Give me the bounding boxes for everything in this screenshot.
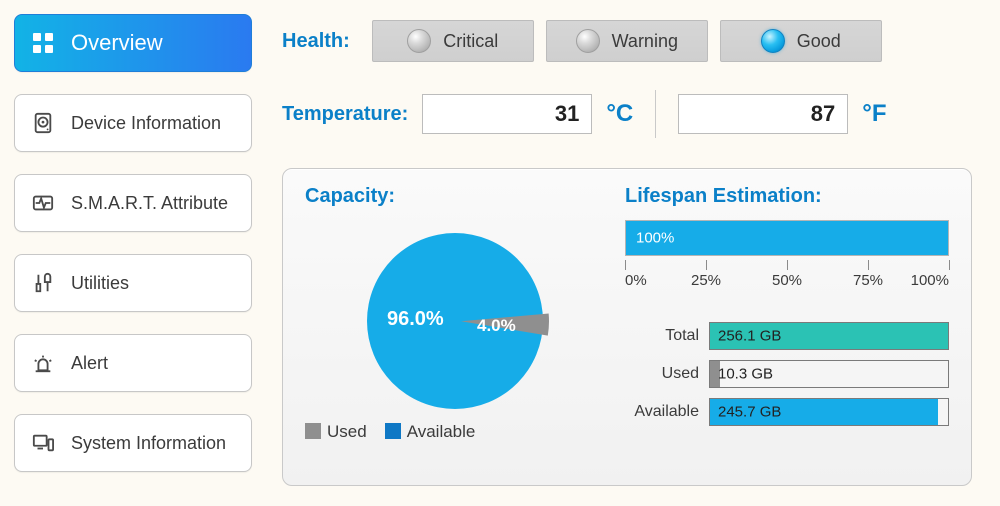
hdd-icon (29, 109, 57, 137)
size-rows: Total 256.1 GB Used 10.3 GB (625, 322, 949, 426)
size-value: 256.1 GB (718, 328, 781, 345)
capacity-lifespan-panel: Capacity: 96.0% 4.0% Used Available Life… (282, 168, 972, 486)
temperature-fahrenheit-value: 87 (678, 94, 848, 134)
sidebar: Overview Device Information S.M.A.R.T. A… (0, 0, 262, 506)
health-status-label: Good (797, 31, 841, 52)
health-status-label: Warning (612, 31, 678, 52)
lifespan-title: Lifespan Estimation: (625, 185, 949, 208)
lifespan-scale: 0% 25% 50% 75% 100% (625, 260, 949, 292)
scale-tick-label: 50% (772, 272, 802, 289)
lifespan-value: 100% (636, 230, 674, 247)
legend-available: Available (385, 422, 476, 442)
size-value: 245.7 GB (718, 404, 781, 421)
size-value: 10.3 GB (718, 366, 773, 383)
siren-icon (29, 349, 57, 377)
pie-available-label: 96.0% (387, 308, 444, 331)
led-off-icon (576, 29, 600, 53)
sidebar-item-label: System Information (71, 433, 226, 454)
scale-tick-label: 0% (625, 272, 647, 289)
lifespan-bar: 100% 0% 25% 50% 75% 100% (625, 220, 949, 292)
health-status-label: Critical (443, 31, 498, 52)
temperature-label: Temperature: (282, 103, 408, 126)
app-root: Overview Device Information S.M.A.R.T. A… (0, 0, 1000, 506)
sidebar-item-system-information[interactable]: System Information (14, 414, 252, 472)
main-content: Health: Critical Warning Good Temperatur… (262, 0, 1000, 506)
led-off-icon (407, 29, 431, 53)
health-status-warning: Warning (546, 20, 708, 62)
scale-tick-label: 25% (691, 272, 721, 289)
capacity-pie-chart: 96.0% 4.0% (345, 216, 565, 416)
sidebar-item-label: Overview (71, 30, 163, 56)
pie-used-label: 4.0% (477, 316, 516, 336)
capacity-title: Capacity: (305, 185, 605, 208)
size-label: Total (625, 327, 699, 345)
size-bar-total: 256.1 GB (709, 322, 949, 350)
health-status-critical: Critical (372, 20, 534, 62)
size-row-total: Total 256.1 GB (625, 322, 949, 350)
sidebar-item-utilities[interactable]: Utilities (14, 254, 252, 312)
sidebar-item-label: Utilities (71, 273, 129, 294)
size-label: Used (625, 365, 699, 383)
led-on-icon (761, 29, 785, 53)
size-bar-available: 245.7 GB (709, 398, 949, 426)
scale-tick-label: 100% (911, 272, 949, 289)
sidebar-item-alert[interactable]: Alert (14, 334, 252, 392)
pulse-icon (29, 189, 57, 217)
health-status-good: Good (720, 20, 882, 62)
system-icon (29, 429, 57, 457)
size-row-used: Used 10.3 GB (625, 360, 949, 388)
capacity-column: Capacity: 96.0% 4.0% Used Available (305, 185, 605, 467)
health-label: Health: (282, 30, 350, 53)
tools-icon (29, 269, 57, 297)
sidebar-item-label: Alert (71, 353, 108, 374)
scale-tick-label: 75% (853, 272, 883, 289)
temperature-row: Temperature: 31 °C 87 °F (282, 90, 972, 138)
capacity-legend: Used Available (305, 422, 605, 442)
divider (655, 90, 656, 138)
legend-used: Used (305, 422, 367, 442)
size-label: Available (625, 403, 699, 421)
temperature-fahrenheit-unit: °F (862, 100, 886, 128)
sidebar-item-smart-attribute[interactable]: S.M.A.R.T. Attribute (14, 174, 252, 232)
grid-icon (29, 29, 57, 57)
sidebar-item-label: Device Information (71, 113, 221, 134)
sidebar-item-device-information[interactable]: Device Information (14, 94, 252, 152)
health-row: Health: Critical Warning Good (282, 20, 972, 62)
size-bar-used: 10.3 GB (709, 360, 949, 388)
temperature-celsius-value: 31 (422, 94, 592, 134)
sidebar-item-label: S.M.A.R.T. Attribute (71, 193, 228, 214)
temperature-celsius-unit: °C (606, 100, 633, 128)
lifespan-column: Lifespan Estimation: 100% 0%25%50%75%100… (625, 185, 949, 467)
size-row-available: Available 245.7 GB (625, 398, 949, 426)
sidebar-item-overview[interactable]: Overview (14, 14, 252, 72)
